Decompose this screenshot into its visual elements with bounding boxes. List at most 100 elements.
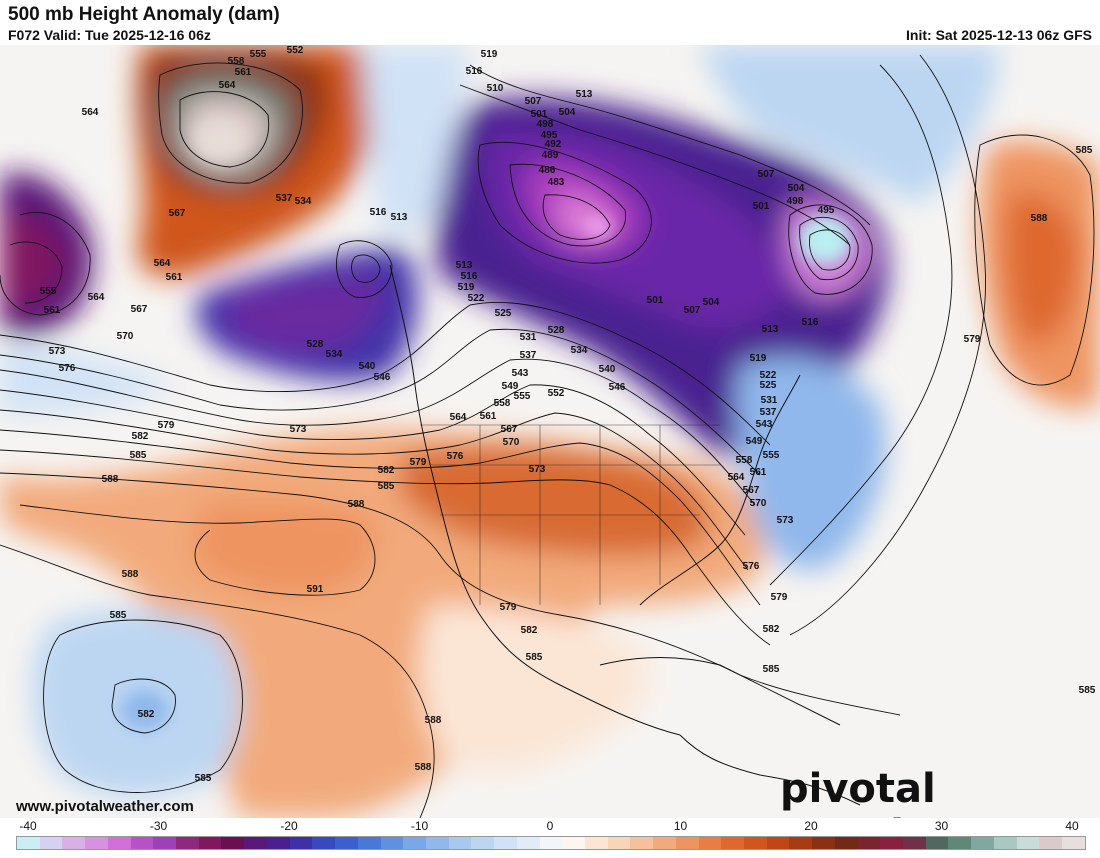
contour-label: 579 [158, 420, 175, 431]
contour-label: 495 [818, 205, 835, 216]
colorbar-ticks: -40 -30 -20 -10 0 10 20 30 40 [0, 818, 1100, 834]
colorbar-swatch [266, 837, 290, 849]
contour-label: 564 [88, 292, 105, 303]
contour-label: 579 [410, 457, 427, 468]
website-label: www.pivotalweather.com [16, 798, 194, 815]
coastlines [389, 264, 861, 806]
contour-label: 567 [743, 485, 760, 496]
contour-label: 519 [481, 49, 498, 60]
colorbar-swatch [721, 837, 744, 849]
colorbar-swatch [925, 837, 949, 849]
contour-label: 558 [736, 455, 753, 466]
colorbar-swatch [857, 837, 881, 849]
contour-label: 528 [548, 325, 565, 336]
valid-time: F072 Valid: Tue 2025-12-16 06z [8, 27, 211, 43]
colorbar-swatch [584, 837, 608, 849]
contour-label: 585 [763, 664, 780, 675]
contour-label: 585 [195, 773, 212, 784]
contour-label: 519 [750, 353, 767, 364]
colorbar-tick: -30 [149, 819, 168, 833]
contour-label: 534 [326, 349, 343, 360]
page-title: 500 mb Height Anomaly (dam) [8, 4, 280, 25]
colorbar-swatch [562, 837, 585, 849]
colorbar-swatch [289, 837, 313, 849]
colorbar-swatch [607, 837, 631, 849]
colorbar-tick: 0 [546, 819, 554, 833]
contour-label: 558 [494, 398, 511, 409]
colorbar-tick: 20 [804, 819, 818, 833]
contour-label: 507 [525, 96, 542, 107]
colorbar-swatch [85, 837, 108, 849]
contour-label: 513 [391, 212, 408, 223]
colorbar-swatch [62, 837, 86, 849]
contour-label: 555 [40, 286, 57, 297]
colorbar-swatch [948, 837, 972, 849]
colorbar-swatch [176, 837, 199, 849]
colorbar-swatch [880, 837, 904, 849]
contour-label: 561 [166, 272, 183, 283]
contour-label: 546 [374, 372, 391, 383]
contour-label: 564 [154, 258, 171, 269]
contour-label: 588 [348, 499, 365, 510]
colorbar-swatch [675, 837, 699, 849]
contour-label: 483 [548, 177, 565, 188]
contour-label: 519 [458, 282, 475, 293]
contour-label: 513 [576, 89, 593, 100]
contour-label: 591 [307, 584, 324, 595]
colorbar-swatch [312, 837, 336, 849]
colorbar-swatch [244, 837, 267, 849]
contour-label: 513 [456, 260, 473, 271]
contour-label: 567 [501, 424, 518, 435]
contour-label: 561 [480, 411, 497, 422]
contour-label: 585 [378, 481, 395, 492]
contour-label: 588 [415, 762, 432, 773]
contour-label: 504 [703, 297, 720, 308]
contour-label: 537 [760, 407, 777, 418]
colorbar-swatch [903, 837, 926, 849]
contour-label: 537 [276, 193, 293, 204]
colorbar-swatch [39, 837, 63, 849]
contour-label: 546 [609, 382, 626, 393]
contour-label: 501 [647, 295, 664, 306]
contour-label: 555 [250, 49, 267, 60]
contour-label: 540 [599, 364, 616, 375]
contour-label: 501 [531, 109, 548, 120]
contour-label: 516 [370, 207, 387, 218]
colorbar-swatch [653, 837, 676, 849]
contour-label: 504 [559, 107, 576, 118]
contour-label: 507 [684, 305, 701, 316]
contour-label: 579 [500, 602, 517, 613]
colorbar-swatch [630, 837, 654, 849]
colorbar-swatch [357, 837, 381, 849]
colorbar-swatch [380, 837, 404, 849]
colorbar-swatch [153, 837, 177, 849]
colorbar: -40 -30 -20 -10 0 10 20 30 40 [0, 818, 1100, 850]
colorbar-swatch [789, 837, 813, 849]
colorbar-tick: -40 [19, 819, 37, 833]
contour-label: 516 [466, 66, 483, 77]
contour-label: 501 [753, 201, 770, 212]
contour-label: 504 [788, 183, 805, 194]
colorbar-swatch [539, 837, 563, 849]
contour-label: 498 [787, 196, 804, 207]
contour-label: 585 [1079, 685, 1096, 696]
contour-label: 582 [763, 624, 780, 635]
colorbar-swatch [812, 837, 835, 849]
colorbar-swatch [198, 837, 222, 849]
init-time: Init: Sat 2025-12-13 06z GFS [906, 27, 1092, 43]
contour-label: 567 [169, 208, 186, 219]
contour-label: 582 [521, 625, 538, 636]
contour-label: 489 [542, 150, 559, 161]
contour-label: 543 [512, 368, 529, 379]
contour-label: 516 [461, 271, 478, 282]
contour-label: 564 [450, 412, 467, 423]
contour-label: 573 [49, 346, 66, 357]
contour-label: 552 [287, 45, 304, 56]
contour-label: 588 [102, 474, 119, 485]
colorbar-swatch [107, 837, 131, 849]
height-contours [0, 54, 1095, 818]
contour-label: 516 [802, 317, 819, 328]
colorbar-swatches [16, 836, 1086, 850]
contour-label: 588 [425, 715, 442, 726]
